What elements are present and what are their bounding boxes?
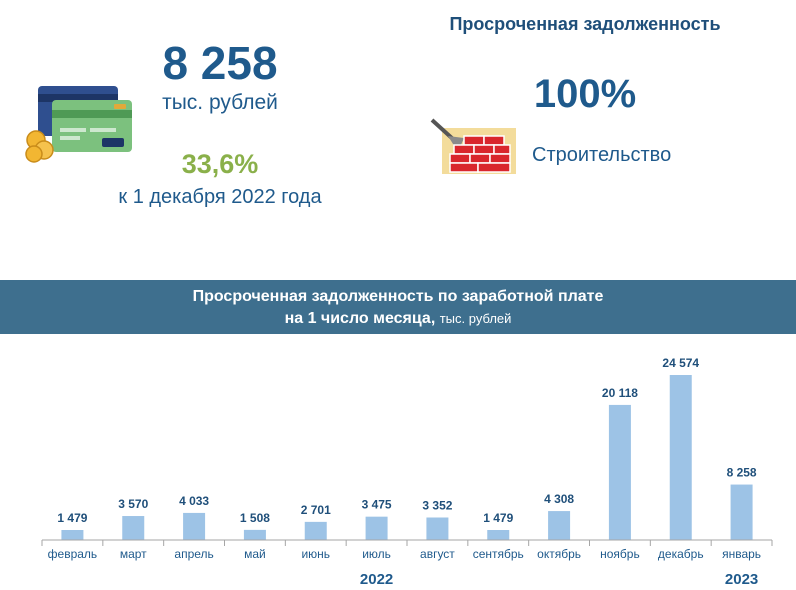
total-overdue-unit: тыс. рублей <box>162 91 278 114</box>
chart-title-banner <box>0 280 796 334</box>
category-label: июнь <box>301 547 330 561</box>
growth-note: к 1 декабря 2022 года <box>118 186 322 208</box>
bar-value-label: 4 033 <box>179 494 209 508</box>
bar-value-label: 1 508 <box>240 511 270 525</box>
bar-3 <box>243 529 266 540</box>
bar-10 <box>669 375 692 540</box>
bar-value-label: 1 479 <box>57 511 87 525</box>
bar-9 <box>608 404 631 540</box>
year-label: 2022 <box>360 571 393 588</box>
category-label: август <box>420 547 455 561</box>
industry-share-percent: 100% <box>533 72 637 116</box>
bar-value-label: 1 479 <box>483 511 513 525</box>
category-label: сентябрь <box>473 547 524 561</box>
brick-wall-trowel-icon <box>428 118 520 176</box>
bar-11 <box>730 484 753 540</box>
bar-5 <box>365 516 388 540</box>
bar-value-label: 3 570 <box>118 497 148 511</box>
bar-2 <box>183 512 206 540</box>
growth-percent: 33,6% <box>181 149 259 179</box>
chart-title: Просроченная задолженность по заработной… <box>192 288 604 305</box>
bar-7 <box>487 530 510 540</box>
bar-4 <box>304 521 327 540</box>
category-label: май <box>244 547 266 561</box>
category-label: октябрь <box>537 547 581 561</box>
bar-value-label: 3 475 <box>362 498 392 512</box>
chart-unit: тыс. рублей <box>439 311 512 326</box>
chart-subtitle-text: на 1 число месяца, <box>284 310 436 327</box>
bar-value-label: 20 118 <box>602 386 638 400</box>
bar-value-label: 24 574 <box>662 356 699 370</box>
category-label: февраль <box>48 547 98 561</box>
bar-8 <box>548 511 571 540</box>
bar-0 <box>61 530 84 540</box>
category-label: декабрь <box>658 547 704 561</box>
total-overdue-value: 8 258 <box>162 37 278 89</box>
category-label: ноябрь <box>600 547 640 561</box>
bar-6 <box>426 517 449 540</box>
bar-value-label: 4 308 <box>544 492 574 506</box>
overdue-title: Просроченная задолженность <box>449 14 721 34</box>
category-label: апрель <box>174 547 213 561</box>
bar-value-label: 8 258 <box>727 466 757 480</box>
category-label: январь <box>722 547 761 561</box>
bar-chart: 1 479 3 570 4 033 1 508 2 701 3 475 3 352 1 479… <box>41 356 773 588</box>
category-label: июль <box>362 547 391 561</box>
bar-value-label: 2 701 <box>301 503 331 517</box>
bar-value-label: 3 352 <box>422 498 452 512</box>
credit-cards-icon <box>24 80 134 164</box>
year-label: 2023 <box>725 571 758 588</box>
industry-name: Строительство <box>532 144 672 166</box>
category-label: март <box>120 547 147 561</box>
chart-subtitle: на 1 число месяца, тыс. рублей <box>0 309 796 329</box>
bar-1 <box>122 516 145 540</box>
